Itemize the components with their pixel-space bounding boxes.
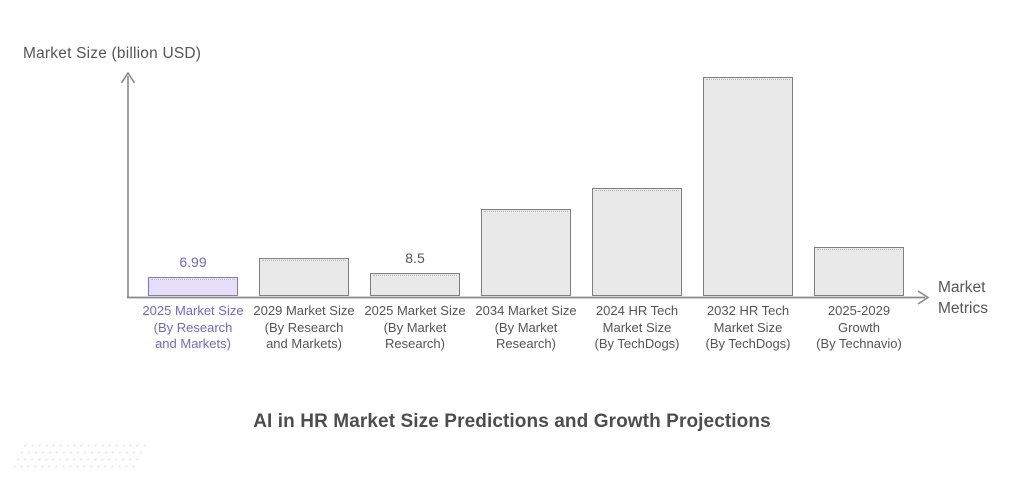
bar-value-label: 8.5 <box>405 250 425 267</box>
bar-inner-dotted-edge <box>373 275 457 277</box>
bar-category-name: 2025-2029 Growth <box>827 303 891 335</box>
bar-category-label: 2034 Market Size (By Market Research) <box>474 303 578 353</box>
bar-category-name: 2025 Market Size <box>142 303 244 318</box>
bar <box>481 208 571 296</box>
bar-category-label: 2025 Market Size (By Market Research) <box>363 303 467 353</box>
bar <box>592 187 682 296</box>
y-axis-title: Market Size (billion USD) <box>23 45 202 62</box>
y-axis-arrow-icon <box>120 71 136 84</box>
x-axis-arrow-icon <box>917 290 930 305</box>
bar-category-label: 2032 HR Tech Market Size (By TechDogs) <box>696 303 800 353</box>
x-axis-title: Market Metrics <box>938 279 988 317</box>
bar-category-label: 2025 Market Size (By Research and Market… <box>141 303 245 353</box>
bar-category-name: 2024 HR Tech Market Size <box>595 303 679 335</box>
bar-category-label: 2029 Market Size (By Research and Market… <box>252 303 356 353</box>
bar-category-name: 2032 HR Tech Market Size <box>706 303 790 335</box>
bar <box>814 246 904 296</box>
dot-pattern-watermark <box>8 442 152 472</box>
bar-category-name: 2025 Market Size <box>364 303 466 318</box>
bar-category-label: 2025-2029 Growth (By Technavio) <box>807 303 911 353</box>
bar <box>148 277 238 296</box>
bar-inner-dotted-edge <box>484 210 568 212</box>
bar-category-source: (By Research and Markets) <box>264 319 344 352</box>
bar-category-source: (By TechDogs) <box>705 336 791 351</box>
chart-title: AI in HR Market Size Predictions and Gro… <box>253 411 771 432</box>
bar-category-source: (By Research and Markets) <box>153 319 233 352</box>
bar-category-label: 2024 HR Tech Market Size (By TechDogs) <box>585 303 689 353</box>
bar <box>703 76 793 296</box>
bar-inner-dotted-edge <box>595 189 679 191</box>
bar-inner-dotted-edge <box>706 78 790 80</box>
bar-value-label: 6.99 <box>179 254 207 271</box>
bar-inner-dotted-edge <box>151 279 235 281</box>
bar <box>259 258 349 296</box>
bar <box>370 273 460 296</box>
bar-category-name: 2034 Market Size <box>475 303 577 318</box>
bar-category-source: (By Market Research) <box>494 319 558 352</box>
bar-category-source: (By TechDogs) <box>594 336 680 351</box>
bar-category-name: 2029 Market Size <box>253 303 355 318</box>
bar-category-source: (By Market Research) <box>383 319 447 352</box>
bar-category-source: (By Technavio) <box>816 336 902 351</box>
bar-inner-dotted-edge <box>262 260 346 262</box>
bar-inner-dotted-edge <box>817 248 901 250</box>
